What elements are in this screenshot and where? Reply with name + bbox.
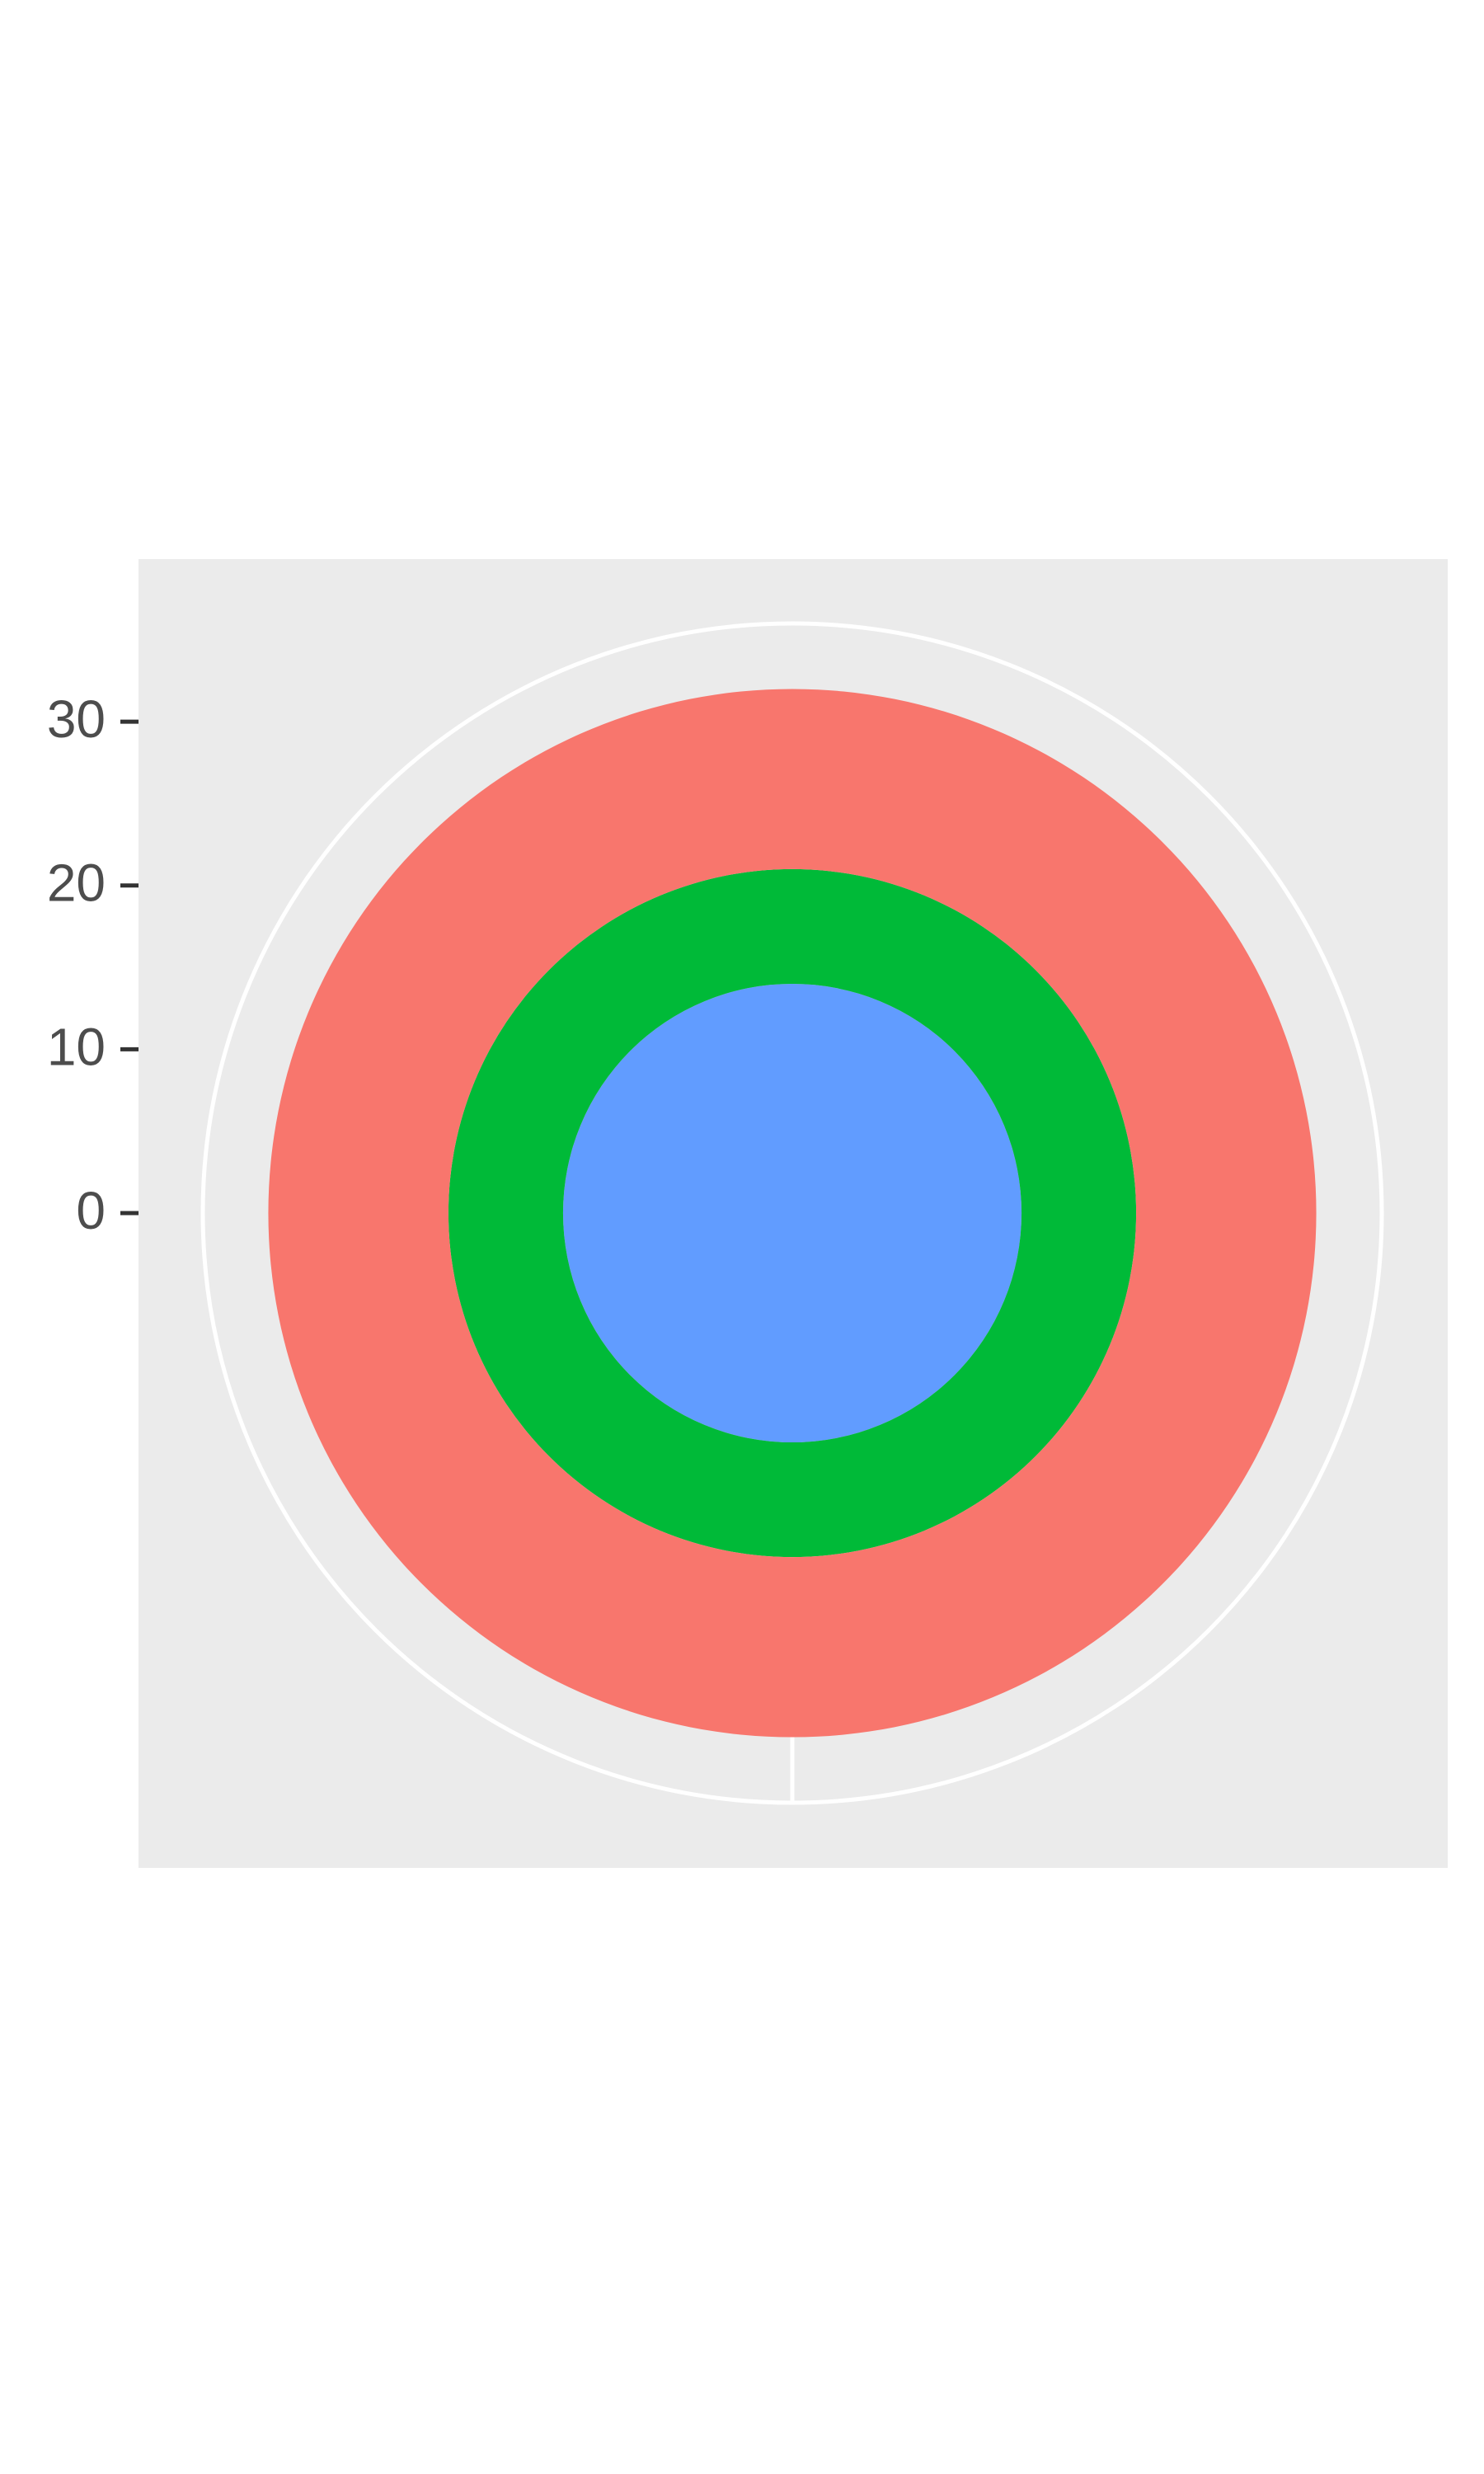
y-tick-label: 20 <box>47 854 106 913</box>
segment <box>448 868 1137 1558</box>
segment <box>268 689 1317 1738</box>
y-tick-label: 10 <box>47 1017 106 1076</box>
y-tick-label: 30 <box>47 689 106 749</box>
y-tick-label: 0 <box>76 1181 106 1240</box>
segment <box>562 983 1022 1443</box>
